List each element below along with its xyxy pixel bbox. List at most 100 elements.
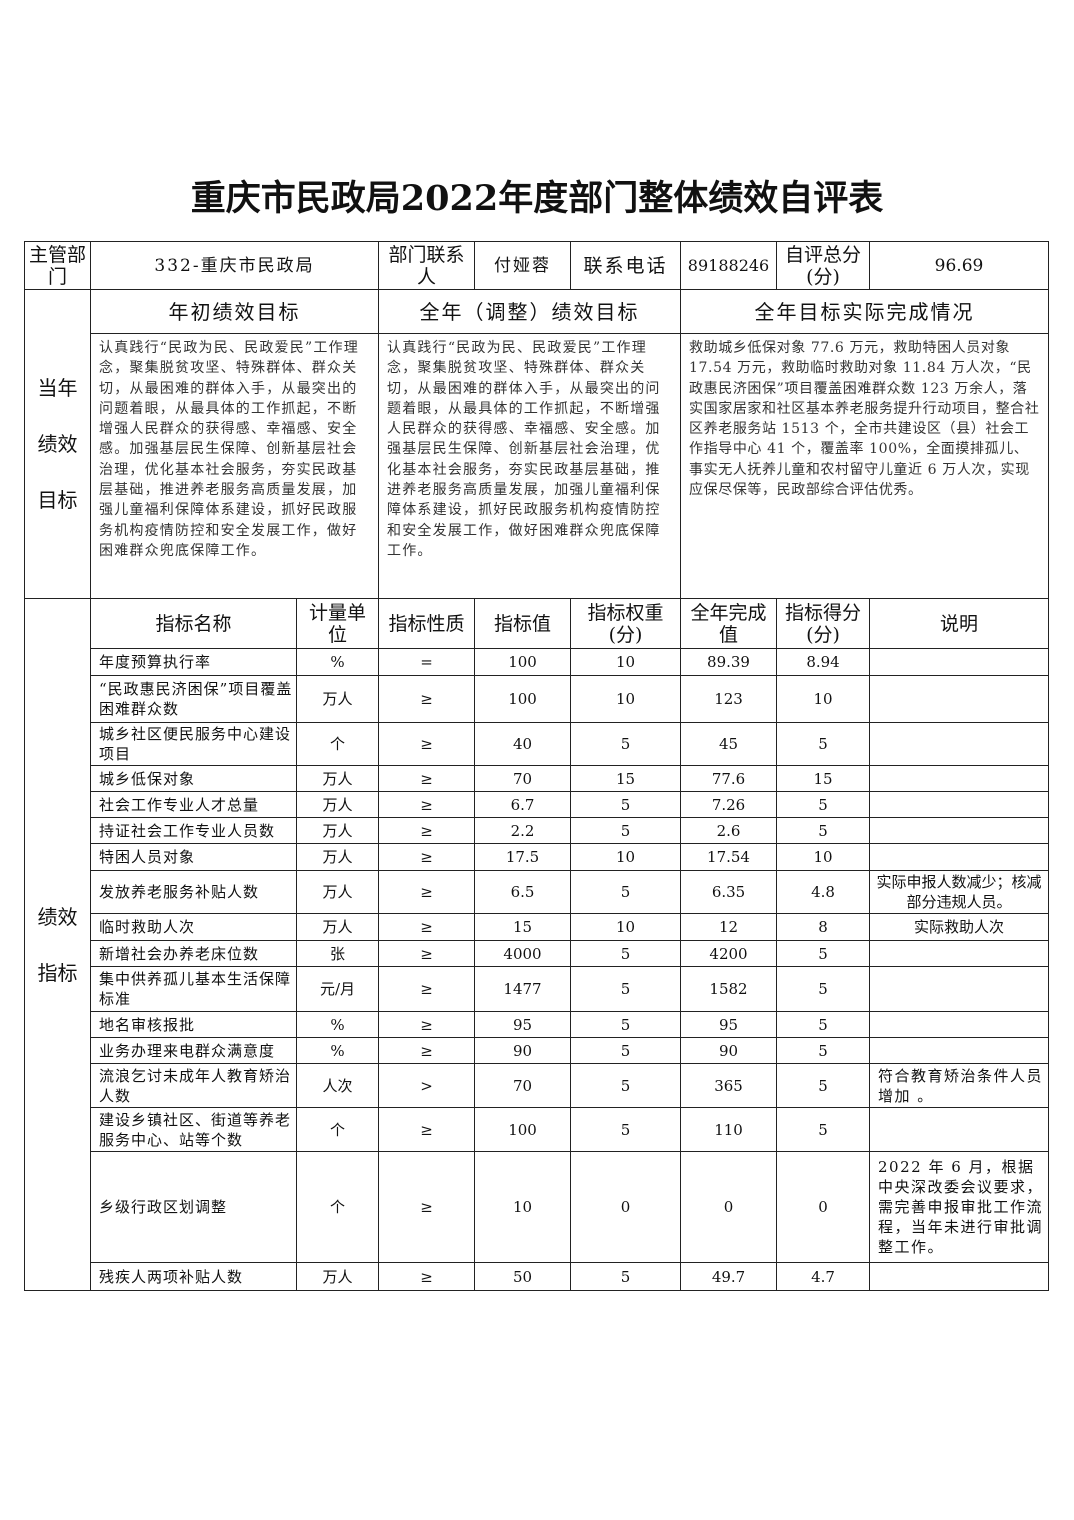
unit: 个 — [295, 1151, 380, 1263]
actual-value: 6.35 — [680, 870, 778, 914]
adjusted-goal-heading: 全年（调整）绩效目标 — [378, 289, 682, 334]
weight: 5 — [570, 1037, 682, 1064]
target-value: 6.7 — [474, 791, 572, 818]
unit: 万人 — [295, 765, 380, 792]
column-header: 计量单位 — [295, 598, 380, 649]
column-header: 指标值 — [474, 598, 572, 649]
indicator-header-row: 绩效 指标 指标名称 计量单位 指标性质 指标值 指标权重(分) 全年完成值 指标得分(分)… — [24, 598, 1050, 1291]
note — [869, 817, 1050, 844]
score: 10 — [776, 843, 871, 871]
weight: 5 — [570, 966, 682, 1012]
weight: 10 — [570, 675, 682, 723]
actual-completion-text: 救助城乡低保对象 77.6 万元，救助特困人员对象 17.54 万元，救助临时救… — [680, 333, 1050, 599]
column-header: 指标权重(分) — [570, 598, 682, 649]
side-label-line: 绩效 — [37, 432, 78, 456]
unit: 万人 — [295, 791, 380, 818]
goals-side-label: 当年 绩效 目标 — [24, 289, 91, 599]
score: 5 — [776, 1107, 871, 1152]
target-value: 100 — [474, 675, 572, 723]
unit: 万人 — [295, 913, 380, 941]
dept-label: 主管部门 — [24, 241, 91, 290]
indicator-name: 集中供养孤儿基本生活保障标准 — [90, 966, 297, 1012]
column-header: 指标得分(分) — [776, 598, 871, 649]
note: 实际申报人数减少；核减部分违规人员。 — [869, 870, 1050, 914]
indicator-name: 新增社会办养老床位数 — [90, 940, 297, 967]
column-header: 指标名称 — [90, 598, 297, 649]
note — [869, 1037, 1050, 1064]
actual-value: 4200 — [680, 940, 778, 967]
unit: 万人 — [295, 675, 380, 723]
unit: 人次 — [295, 1063, 380, 1108]
indicator-name: 业务办理来电群众满意度 — [90, 1037, 297, 1064]
target-value: 1477 — [474, 966, 572, 1012]
score: 5 — [776, 722, 871, 766]
contact-value: 付娅蓉 — [474, 241, 572, 290]
actual-value: 12 — [680, 913, 778, 941]
table-row: 城乡低保对象 万人 ≥70 15 77.6 15 — [25, 765, 1050, 792]
weight: 10 — [570, 648, 682, 676]
table-row: 流浪乞讨未成年人教育矫治人数 人次 >70 5 365 5 符合教育矫治条件人员增加 。 — [25, 1063, 1050, 1108]
weight: 10 — [570, 843, 682, 871]
table-row: 乡级行政区划调整个 ≥10 0 0 0 2022 年 6 月，根据中央深改委会议要求，需完… — [25, 1151, 1050, 1263]
nature: = — [378, 648, 476, 676]
note — [869, 940, 1050, 967]
unit: 万人 — [295, 1262, 380, 1291]
actual-value: 95 — [680, 1011, 778, 1038]
weight: 5 — [570, 1262, 682, 1291]
indicator-name: 社会工作专业人才总量 — [90, 791, 297, 818]
target-value: 95 — [474, 1011, 572, 1038]
indicator-name: 乡级行政区划调整 — [90, 1151, 297, 1263]
indicator-name: 残疾人两项补贴人数 — [90, 1262, 297, 1291]
score: 0 — [776, 1151, 871, 1263]
side-label-line: 指标 — [37, 960, 78, 985]
target-value: 100 — [474, 648, 572, 676]
note: 实际救助人次 — [869, 913, 1050, 941]
side-label-line: 目标 — [37, 488, 78, 512]
score-label: 自评总分(分) — [776, 241, 871, 290]
unit: 个 — [295, 722, 380, 766]
target-value: 50 — [474, 1262, 572, 1291]
indicator-name: 持证社会工作专业人员数 — [90, 817, 297, 844]
target-value: 100 — [474, 1107, 572, 1152]
weight: 5 — [570, 870, 682, 914]
indicator-name: 流浪乞讨未成年人教育矫治人数 — [90, 1063, 297, 1108]
table-row: 城乡社区便民服务中心建设项目个 ≥40 5 45 5 — [25, 722, 1050, 766]
score: 4.7 — [776, 1262, 871, 1291]
score: 10 — [776, 675, 871, 723]
note — [869, 1262, 1050, 1291]
target-value: 40 — [474, 722, 572, 766]
nature: ≥ — [378, 966, 476, 1012]
target-value: 17.5 — [474, 843, 572, 871]
note — [869, 765, 1050, 792]
weight: 5 — [570, 1107, 682, 1152]
actual-value: 0 — [680, 1151, 778, 1263]
note: 符合教育矫治条件人员增加 。 — [869, 1063, 1050, 1108]
table-row: 新增社会办养老床位数张 ≥4000 5 4200 5 — [25, 940, 1050, 967]
nature: ≥ — [378, 765, 476, 792]
unit: % — [295, 648, 380, 676]
table-row: 临时救助人次 万人 ≥15 10 12 8 实际救助人次 — [25, 913, 1050, 941]
weight: 0 — [570, 1151, 682, 1263]
phone-value: 89188246 — [680, 241, 778, 290]
actual-value: 77.6 — [680, 765, 778, 792]
note — [869, 648, 1050, 676]
unit: % — [295, 1011, 380, 1038]
actual-completion-heading: 全年目标实际完成情况 — [680, 289, 1050, 334]
indicator-name: 特困人员对象 — [90, 843, 297, 871]
indicator-name: 临时救助人次 — [90, 913, 297, 941]
unit: 个 — [295, 1107, 380, 1152]
actual-value: 17.54 — [680, 843, 778, 871]
table-row: “民政惠民济困保”项目覆盖困难群众数 万人 ≥100 10 123 10 — [25, 675, 1050, 723]
actual-value: 365 — [680, 1063, 778, 1108]
actual-value: 45 — [680, 722, 778, 766]
column-header: 说明 — [869, 598, 1050, 649]
phone-label: 联系电话 — [570, 241, 682, 290]
table-row: 社会工作专业人才总量 万人 ≥6.7 5 7.26 5 — [25, 791, 1050, 818]
side-label-line: 当年 — [37, 376, 78, 400]
score: 5 — [776, 817, 871, 844]
note — [869, 1107, 1050, 1152]
indicators-side-label: 绩效 指标 — [24, 598, 91, 1291]
table-row: 年度预算执行率% = 100 10 89.39 8.94 — [25, 648, 1050, 676]
weight: 10 — [570, 913, 682, 941]
table-row: 发放养老服务补贴人数 万人 ≥6.5 5 6.35 4.8 实际申报人数减少；核减部分违规人… — [25, 870, 1050, 914]
